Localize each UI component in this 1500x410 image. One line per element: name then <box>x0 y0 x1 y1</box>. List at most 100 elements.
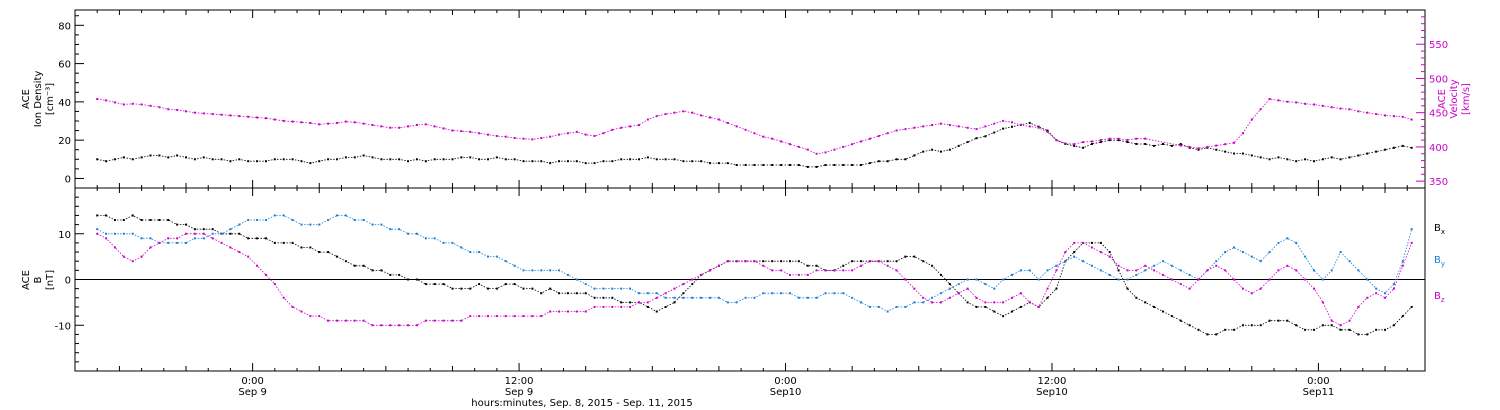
bx-point <box>851 260 854 263</box>
density-point <box>1046 129 1049 132</box>
velocity-point <box>1277 99 1280 102</box>
bz-point <box>1206 269 1209 272</box>
top-left-axis: 0 20 40 60 80 <box>58 15 84 185</box>
bz-point <box>904 278 907 281</box>
density-point <box>1108 139 1111 142</box>
bz-point <box>1126 269 1129 272</box>
x-tick-date: Sep 9 <box>505 387 533 398</box>
bz-point <box>655 296 658 299</box>
bx-point <box>1073 251 1076 254</box>
by-point <box>1019 269 1022 272</box>
density-point <box>860 164 863 167</box>
velocity-point <box>611 128 614 131</box>
velocity-point <box>380 125 383 128</box>
bx-point <box>256 237 259 240</box>
by-point <box>513 264 516 267</box>
by-point <box>389 228 392 231</box>
velocity-point <box>291 120 294 123</box>
by-point <box>664 296 667 299</box>
bx-point <box>264 237 267 240</box>
bx-point <box>1277 319 1280 322</box>
velocity-point <box>1082 141 1085 144</box>
bx-point <box>131 214 134 217</box>
by-point <box>709 296 712 299</box>
by-point <box>1357 269 1360 272</box>
density-point <box>1348 156 1351 159</box>
by-point <box>1055 264 1058 267</box>
by-point <box>913 301 916 304</box>
velocity-point <box>362 122 365 125</box>
bx-point <box>1233 328 1236 331</box>
bx-point <box>433 283 436 286</box>
velocity-point <box>886 132 889 135</box>
density-point <box>1144 142 1147 145</box>
velocity-point <box>957 125 960 128</box>
by-point <box>780 292 783 295</box>
bx-point <box>336 255 339 258</box>
velocity-point <box>851 143 854 146</box>
bx-point <box>1339 328 1342 331</box>
bz-point <box>584 310 587 313</box>
bx-point <box>442 283 445 286</box>
bx-point <box>629 301 632 304</box>
velocity-point <box>691 111 694 114</box>
velocity-point <box>1286 100 1289 103</box>
density-point <box>895 158 898 161</box>
top-panel-frame <box>74 9 1426 189</box>
bz-point <box>1339 324 1342 327</box>
bz-point <box>433 319 436 322</box>
by-point <box>815 296 818 299</box>
bz-point <box>407 324 410 327</box>
bz-point <box>975 296 978 299</box>
bz-point <box>424 319 427 322</box>
bx-point <box>1215 333 1218 336</box>
velocity-point <box>637 124 640 127</box>
velocity-trace <box>97 98 1412 155</box>
by-point <box>1286 237 1289 240</box>
bottom-ylabel-line1: ACE <box>21 270 32 290</box>
density-point <box>904 158 907 161</box>
density-point <box>1153 144 1156 147</box>
bz-point <box>389 324 392 327</box>
bx-point <box>1366 333 1369 336</box>
velocity-point <box>442 127 445 130</box>
density-point <box>966 141 969 144</box>
by-point <box>575 278 578 281</box>
x-tick-date: Sep11 <box>1303 387 1335 398</box>
velocity-point <box>451 129 454 132</box>
velocity-point <box>1233 141 1236 144</box>
by-point <box>504 260 507 263</box>
bx-point <box>549 287 552 290</box>
bottom-left-axis: -10 0 10 <box>55 196 84 363</box>
velocity-point <box>860 140 863 143</box>
bz-point <box>1392 287 1395 290</box>
bx-point <box>1179 319 1182 322</box>
top-left-tick-label: 80 <box>58 21 71 32</box>
velocity-point <box>877 134 880 137</box>
bz-point <box>1144 264 1147 267</box>
by-point <box>922 301 925 304</box>
velocity-point <box>433 125 436 128</box>
bz-point <box>1011 296 1014 299</box>
velocity-point <box>389 126 392 129</box>
bz-point <box>504 315 507 318</box>
velocity-point <box>211 113 214 116</box>
by-point <box>167 241 170 244</box>
bz-point <box>122 255 125 258</box>
velocity-point <box>1224 143 1227 146</box>
density-point <box>1179 142 1182 145</box>
bz-point <box>264 273 267 276</box>
bz-point <box>780 269 783 272</box>
top-left-tick-label: 20 <box>58 136 71 147</box>
bz-point <box>202 232 205 235</box>
velocity-point <box>682 110 685 113</box>
top-right-axis: 350 400 450 500 550 <box>1416 16 1448 188</box>
by-point <box>1170 264 1173 267</box>
velocity-point <box>460 130 463 133</box>
legend-by-sub: y <box>1441 260 1445 268</box>
velocity-point <box>264 117 267 120</box>
velocity-point <box>1304 102 1307 105</box>
top-right-ylabel-line1: ACE <box>1437 89 1448 109</box>
by-point <box>735 301 738 304</box>
velocity-point <box>495 134 498 137</box>
